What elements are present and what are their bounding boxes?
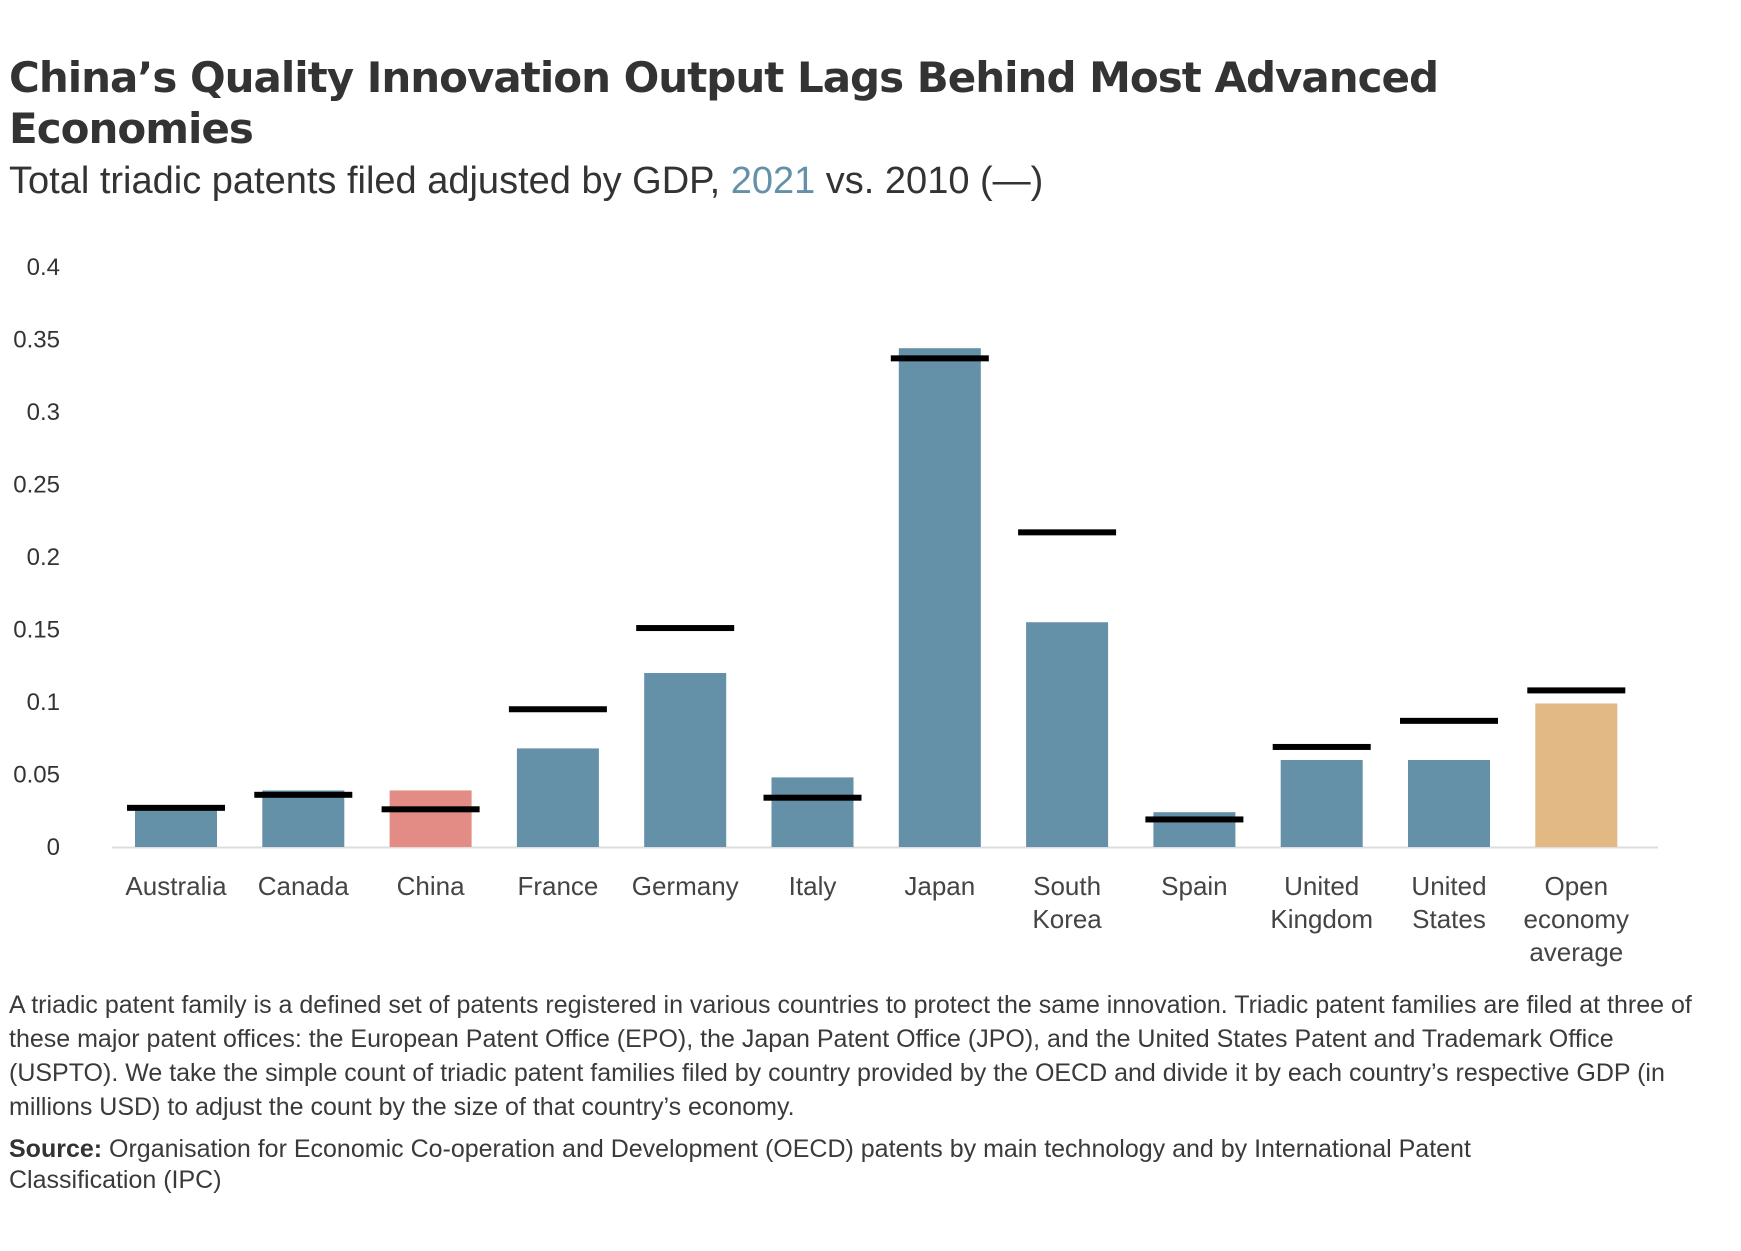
- bar-2021-france: [516, 748, 599, 847]
- x-tick-label: Germany: [632, 871, 739, 901]
- x-tick-label-line: Kingdom: [1270, 904, 1373, 934]
- y-tick-label: 0.3: [27, 399, 60, 426]
- marker-2010-united-kingdom: [1272, 743, 1371, 750]
- marker-2010-france: [508, 706, 607, 713]
- x-tick-label-line: Open: [1544, 871, 1608, 901]
- bars-2021: [135, 348, 1618, 847]
- x-tick-label-line: South: [1033, 871, 1101, 901]
- x-tick-label-line: Italy: [789, 871, 837, 901]
- y-tick-label: 0.05: [13, 762, 60, 789]
- bar-2021-united-kingdom: [1280, 760, 1363, 847]
- y-tick-label: 0.15: [13, 617, 60, 644]
- bar-2021-united-states: [1408, 760, 1490, 847]
- x-tick-label-line: Canada: [258, 871, 350, 901]
- bar-2021-germany: [644, 673, 727, 847]
- x-tick-label-line: economy: [1524, 904, 1630, 934]
- x-tick-label: China: [397, 871, 465, 901]
- marker-2010-italy: [763, 794, 862, 801]
- marker-2010-spain: [1145, 816, 1244, 823]
- x-tick-label-line: United: [1284, 871, 1359, 901]
- marker-2010-japan: [890, 355, 989, 362]
- x-tick-label-line: Japan: [904, 871, 975, 901]
- x-tick-label-line: United: [1411, 871, 1486, 901]
- bar-2021-australia: [135, 809, 217, 847]
- marker-2010-australia: [127, 804, 225, 811]
- subtitle-prefix: Total triadic patents filed adjusted by …: [9, 160, 731, 202]
- source-note: Source: Organisation for Economic Co-ope…: [9, 1134, 1609, 1196]
- x-tick-label-line: States: [1412, 904, 1486, 934]
- y-tick-label: 0.4: [27, 254, 60, 281]
- x-tick-label: Japan: [904, 871, 975, 901]
- chart-subtitle: Total triadic patents filed adjusted by …: [9, 158, 1043, 204]
- subtitle-highlight-2021: 2021: [730, 160, 816, 202]
- x-tick-label: South Korea: [1032, 871, 1102, 934]
- x-tick-label: France: [517, 871, 598, 901]
- y-tick-label: 0: [47, 834, 60, 861]
- bar-chart: 0 0.05 0.1 0.15 0.2 0.25 0.3 0.35 0.4 Australia C…: [13, 254, 1658, 967]
- x-tick-label: Open economy average: [1524, 871, 1630, 967]
- bar-2021-open-economy-average: [1535, 703, 1618, 847]
- y-axis: 0 0.05 0.1 0.15 0.2 0.25 0.3 0.35 0.4: [13, 254, 60, 861]
- bar-2021-italy: [771, 777, 854, 847]
- x-tick-label: Australia: [125, 871, 227, 901]
- markers-2010: [127, 355, 1626, 823]
- bar-2021-japan: [898, 348, 981, 847]
- bar-2021-china: [389, 790, 472, 847]
- x-tick-label: Spain: [1161, 871, 1228, 901]
- marker-2010-canada: [254, 791, 353, 798]
- footnote: A triadic patent family is a defined set…: [9, 991, 1692, 1121]
- y-tick-label: 0.35: [13, 327, 60, 354]
- x-tick-label-line: Korea: [1032, 904, 1102, 934]
- source-label: Source:: [9, 1135, 103, 1163]
- chart-title: China’s Quality Innovation Output Lags B…: [9, 53, 1439, 153]
- x-axis-labels: Australia Canada China France Germany Italy Ja…: [125, 871, 1629, 967]
- x-tick-label-line: France: [517, 871, 598, 901]
- x-tick-label-line: average: [1529, 937, 1623, 967]
- x-tick-label-line: China: [397, 871, 465, 901]
- x-tick-label-line: Germany: [632, 871, 739, 901]
- y-tick-label: 0.25: [13, 472, 60, 499]
- marker-2010-china: [381, 806, 480, 813]
- marker-2010-united-states: [1400, 717, 1498, 724]
- y-tick-label: 0.2: [27, 544, 60, 571]
- x-tick-label: United States: [1411, 871, 1486, 934]
- x-tick-label: United Kingdom: [1270, 871, 1373, 934]
- x-tick-label: Canada: [258, 871, 350, 901]
- bar-2021-canada: [262, 790, 345, 847]
- x-tick-label-line: Spain: [1161, 871, 1228, 901]
- subtitle-suffix: vs. 2010 (—): [815, 160, 1044, 202]
- marker-2010-south-korea: [1018, 529, 1117, 536]
- marker-2010-germany: [636, 625, 735, 632]
- bar-2021-south-korea: [1026, 622, 1109, 847]
- source-text: Organisation for Economic Co-operation a…: [9, 1135, 1471, 1194]
- y-tick-label: 0.1: [27, 689, 60, 716]
- marker-2010-open-economy-average: [1527, 687, 1626, 694]
- x-tick-label-line: Australia: [125, 871, 227, 901]
- x-tick-label: Italy: [789, 871, 837, 901]
